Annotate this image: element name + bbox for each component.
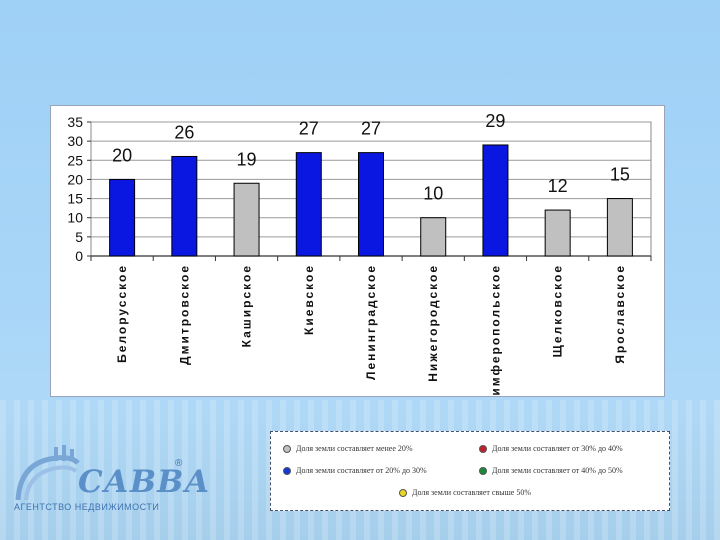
legend-dot-icon bbox=[479, 467, 487, 476]
bar bbox=[420, 217, 447, 257]
x-category-label: Белорусское bbox=[115, 264, 129, 363]
logo-name: САВВА bbox=[78, 464, 211, 500]
x-category-label: Ярославское bbox=[613, 264, 627, 364]
legend-dot-icon bbox=[283, 467, 291, 476]
bar bbox=[109, 178, 136, 257]
data-label: 20 bbox=[112, 145, 132, 165]
bar bbox=[358, 152, 384, 257]
data-label: 15 bbox=[610, 165, 630, 185]
chart-panel: 0 5 10 15 20 25 30 35 20 Белорусское 26 Дмитровское… bbox=[50, 105, 665, 406]
y-tick-label: 0 bbox=[75, 248, 83, 264]
y-tick-label: 30 bbox=[67, 133, 83, 149]
x-category-label: Каширское bbox=[240, 264, 254, 347]
registered-mark: ® bbox=[175, 458, 183, 469]
data-label: 29 bbox=[485, 111, 505, 131]
data-label: 19 bbox=[237, 149, 257, 169]
y-tick-label: 5 bbox=[75, 229, 83, 245]
bar bbox=[606, 198, 633, 257]
bar bbox=[295, 152, 322, 257]
legend-item-40-50: Доля земли составляет от 40% до 50% bbox=[479, 466, 623, 476]
y-tick-label: 25 bbox=[67, 152, 83, 168]
bar bbox=[544, 209, 571, 257]
y-tick-label: 10 bbox=[67, 210, 83, 226]
data-label: 27 bbox=[299, 119, 319, 139]
y-tick-label: 35 bbox=[67, 114, 83, 130]
y-tick-label: 15 bbox=[67, 191, 83, 207]
x-category-label: Киевское bbox=[302, 264, 316, 335]
legend: Доля земли составляет менее 20% Доля зем… bbox=[270, 431, 670, 511]
bar bbox=[482, 144, 509, 257]
x-category-label: Симферопольское bbox=[488, 264, 502, 396]
logo-building-icon bbox=[15, 445, 80, 501]
company-logo: САВВА ® АГЕНТСТВО НЕДВИЖИМОСТИ bbox=[10, 440, 210, 515]
legend-dot-icon bbox=[399, 489, 407, 498]
legend-item-lt20: Доля земли составляет менее 20% bbox=[283, 444, 413, 454]
data-label: 10 bbox=[423, 184, 443, 204]
x-category-label: Щелковское bbox=[551, 264, 565, 357]
y-tick-label: 20 bbox=[67, 171, 83, 187]
data-label: 26 bbox=[174, 122, 194, 142]
data-label: 27 bbox=[361, 119, 381, 139]
legend-item-gt50: Доля земли составляет свыше 50% bbox=[399, 488, 531, 498]
legend-dot-icon bbox=[479, 445, 487, 454]
logo-subtitle: АГЕНТСТВО НЕДВИЖИМОСТИ bbox=[14, 502, 160, 512]
legend-item-20-30: Доля земли составляет от 20% до 30% bbox=[283, 466, 427, 476]
legend-dot-icon bbox=[283, 445, 291, 454]
x-category-label: Дмитровское bbox=[177, 264, 191, 365]
data-label: 12 bbox=[548, 176, 568, 196]
x-category-label: Нижегородское bbox=[426, 264, 440, 382]
x-category-label: Ленинградское bbox=[364, 264, 378, 380]
bar-chart: 0 5 10 15 20 25 30 35 20 Белорусское 26 Дмитровское… bbox=[67, 111, 652, 406]
legend-item-30-40: Доля земли составляет от 30% до 40% bbox=[479, 444, 623, 454]
bar bbox=[233, 182, 260, 257]
bar bbox=[171, 155, 198, 257]
